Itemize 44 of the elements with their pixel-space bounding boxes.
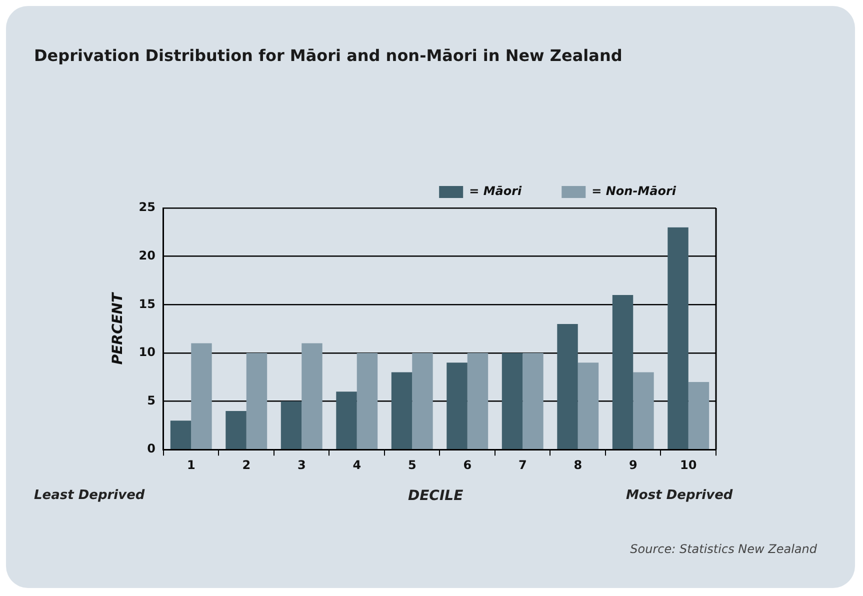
y-tick-label: 20 (138, 248, 156, 262)
x-tick-label: 8 (574, 458, 582, 472)
x-tick-label: 6 (463, 458, 472, 472)
chart-title: Deprivation Distribution for Māori and non-Māori in New Zealand (34, 46, 622, 65)
bar (502, 352, 523, 449)
bar (446, 362, 468, 449)
y-tick-label: 0 (147, 442, 156, 456)
x-tick-label: 4 (352, 458, 362, 472)
x-tick-label: 9 (628, 458, 638, 472)
legend-label: = Non-Māori (592, 184, 677, 198)
bar (412, 352, 433, 449)
bar (280, 401, 302, 449)
text: Least Deprived (34, 488, 145, 503)
bar (557, 324, 578, 449)
bar (356, 352, 378, 449)
bar (467, 352, 488, 449)
x-tick-label: 1 (186, 458, 196, 472)
bar (226, 410, 246, 449)
legend-label: = Māori (469, 184, 523, 198)
bar (246, 352, 268, 449)
text: Most Deprived (626, 488, 733, 503)
bar (336, 392, 357, 449)
x-tick-label: 2 (242, 458, 251, 472)
y-tick-label: 5 (147, 393, 156, 408)
bar (522, 352, 544, 449)
x-axis-title: DECILE (408, 488, 464, 504)
bar (302, 343, 322, 449)
bar (578, 362, 599, 449)
bar (612, 294, 634, 449)
x-tick-label: 10 (680, 458, 697, 472)
bar (191, 343, 212, 449)
bar (688, 382, 710, 449)
bar (170, 420, 192, 449)
source-note: Source: Statistics New Zealand (630, 542, 817, 556)
x-tick-label: 3 (297, 458, 306, 472)
bar (668, 227, 688, 449)
y-tick-label: 25 (138, 200, 156, 214)
y-axis-title: PERCENT (110, 292, 126, 365)
x-tick-label: 5 (408, 458, 416, 472)
bar (391, 372, 412, 449)
x-tick-label: 7 (518, 458, 527, 472)
y-tick-label: 10 (138, 345, 156, 360)
y-tick-label: 15 (138, 296, 156, 311)
bar (633, 372, 654, 449)
